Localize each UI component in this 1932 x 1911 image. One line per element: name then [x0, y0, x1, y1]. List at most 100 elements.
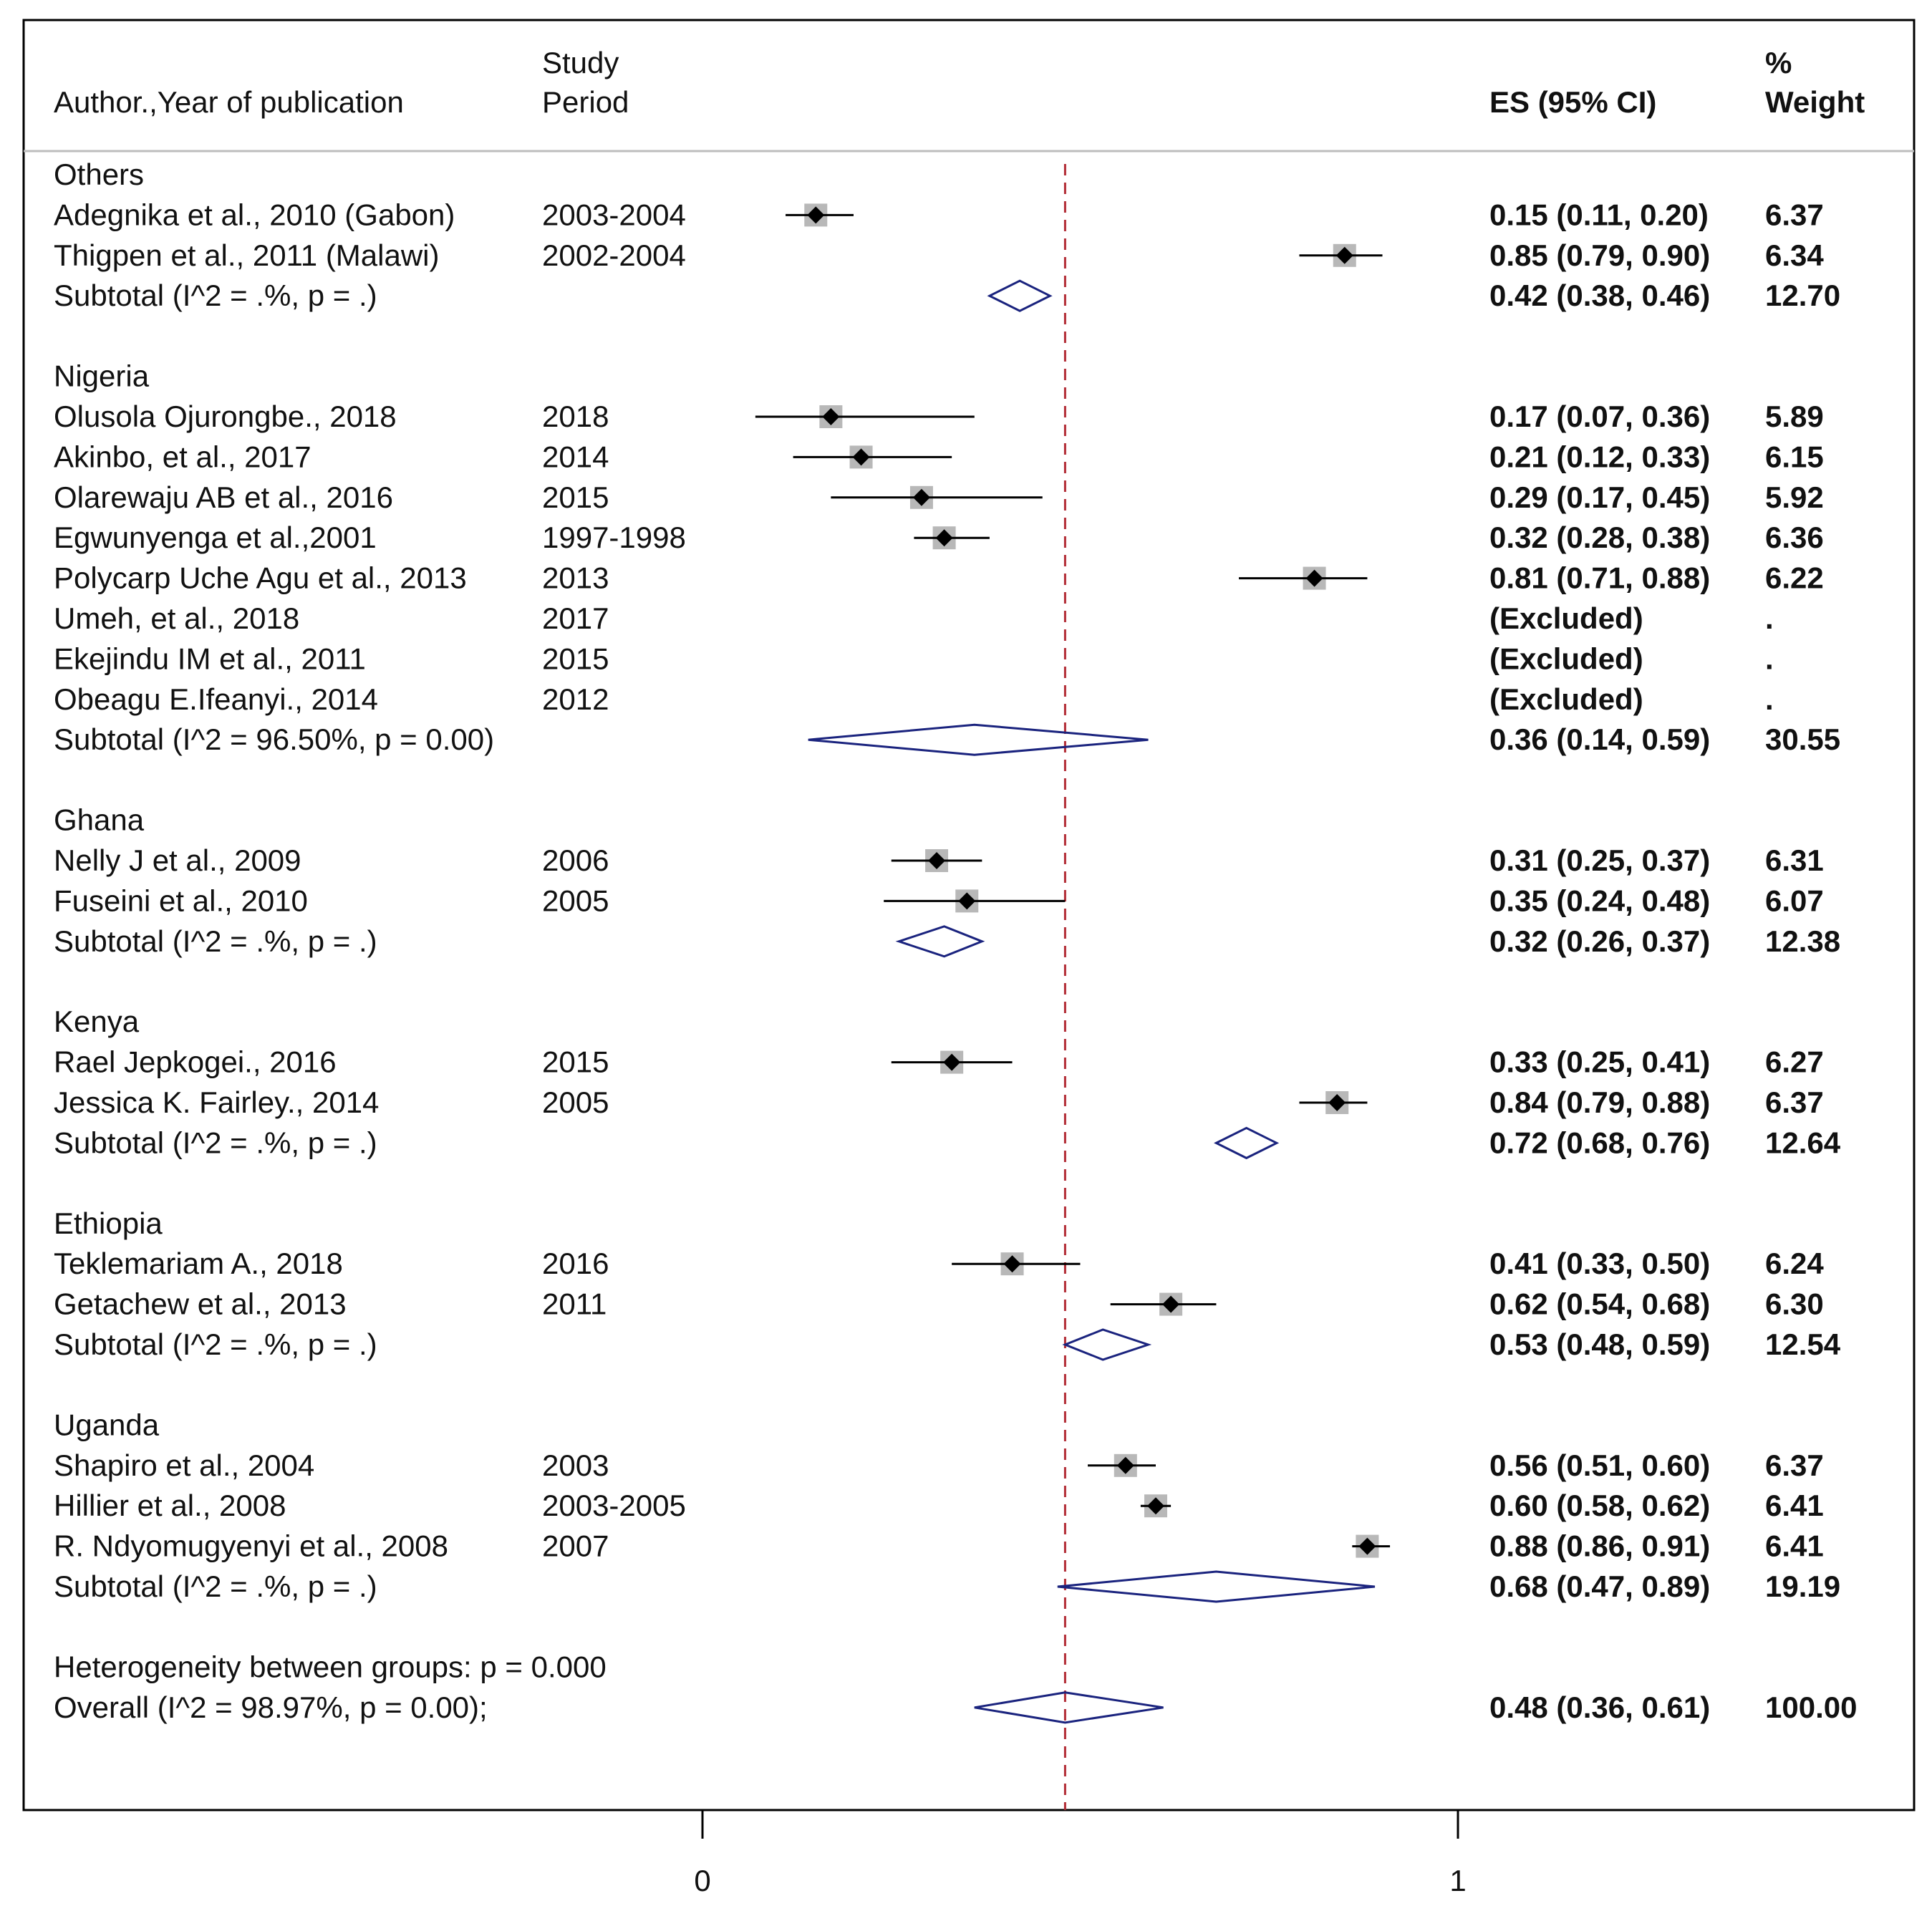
study-period: 2015	[542, 480, 609, 514]
study-author: Adegnika et al., 2010 (Gabon)	[54, 198, 455, 231]
subtotal-label: Subtotal (I^2 = .%, p = .)	[54, 1327, 377, 1361]
subtotal-label: Subtotal (I^2 = .%, p = .)	[54, 1569, 377, 1603]
study-weight: .	[1765, 682, 1774, 716]
study-es: 0.32 (0.28, 0.38)	[1489, 521, 1710, 554]
study-es: 0.56 (0.51, 0.60)	[1489, 1448, 1710, 1482]
study-author: Olusola Ojurongbe., 2018	[54, 400, 397, 433]
study-period: 2003	[542, 1448, 609, 1482]
study-period: 2014	[542, 440, 609, 473]
study-weight: .	[1765, 642, 1774, 675]
point-estimate	[1162, 1295, 1180, 1313]
study-author: Egwunyenga et al.,2001	[54, 521, 377, 554]
study-es: 0.88 (0.86, 0.91)	[1489, 1529, 1710, 1563]
point-estimate	[822, 408, 840, 425]
subtotal-es: 0.68 (0.47, 0.89)	[1489, 1569, 1710, 1603]
study-period: 2005	[542, 1085, 609, 1119]
study-author: Nelly J et al., 2009	[54, 843, 301, 877]
point-estimate	[1305, 569, 1323, 587]
study-es: 0.41 (0.33, 0.50)	[1489, 1247, 1710, 1280]
study-period: 2015	[542, 1045, 609, 1079]
subtotal-label: Subtotal (I^2 = .%, p = .)	[54, 279, 377, 312]
study-author: Thigpen et al., 2011 (Malawi)	[54, 238, 440, 272]
study-author: Akinbo, et al., 2017	[54, 440, 311, 473]
study-period: 2016	[542, 1247, 609, 1280]
subtotal-label: Subtotal (I^2 = .%, p = .)	[54, 924, 377, 958]
subtotal-weight: 12.70	[1765, 279, 1840, 312]
header-period: Period	[542, 85, 629, 119]
study-es: 0.21 (0.12, 0.33)	[1489, 440, 1710, 473]
subtotal-diamond	[1057, 1570, 1376, 1603]
point-estimate	[958, 892, 976, 910]
study-es: 0.29 (0.17, 0.45)	[1489, 480, 1710, 514]
study-period: 2017	[542, 601, 609, 635]
study-period: 2006	[542, 843, 609, 877]
group-title: Ghana	[54, 803, 145, 837]
study-author: Jessica K. Fairley., 2014	[54, 1085, 379, 1119]
overall-label: Overall (I^2 = 98.97%, p = 0.00);	[54, 1690, 488, 1724]
point-estimate	[1336, 246, 1353, 264]
study-weight: 5.92	[1765, 480, 1824, 514]
study-weight: 6.30	[1765, 1287, 1824, 1321]
point-estimate	[935, 529, 953, 547]
study-es: 0.35 (0.24, 0.48)	[1489, 884, 1710, 917]
study-es: (Excluded)	[1489, 682, 1643, 716]
study-author: Hillier et al., 2008	[54, 1489, 286, 1522]
heterogeneity-text: Heterogeneity between groups: p = 0.000	[54, 1650, 607, 1683]
overall-weight: 100.00	[1765, 1690, 1857, 1724]
header-es: ES (95% CI)	[1489, 85, 1656, 119]
point-estimate	[943, 1053, 961, 1071]
study-weight: 6.37	[1765, 1448, 1824, 1482]
subtotal-weight: 19.19	[1765, 1569, 1840, 1603]
study-es: (Excluded)	[1489, 642, 1643, 675]
point-estimate	[912, 488, 930, 506]
study-weight: 6.31	[1765, 843, 1824, 877]
subtotal-diamond	[1062, 1328, 1152, 1361]
study-es: 0.85 (0.79, 0.90)	[1489, 238, 1710, 272]
study-es: 0.60 (0.58, 0.62)	[1489, 1489, 1710, 1522]
study-period: 2011	[542, 1287, 607, 1321]
study-period: 2002-2004	[542, 238, 686, 272]
study-period: 2013	[542, 561, 609, 595]
study-period: 2003-2004	[542, 198, 686, 231]
subtotal-es: 0.36 (0.14, 0.59)	[1489, 722, 1710, 756]
study-es: 0.62 (0.54, 0.68)	[1489, 1287, 1710, 1321]
study-author: Ekejindu IM et al., 2011	[54, 642, 366, 675]
study-author: Shapiro et al., 2004	[54, 1448, 314, 1482]
subtotal-weight: 12.64	[1765, 1126, 1841, 1159]
subtotal-diamond	[1214, 1126, 1280, 1160]
header-study: Study	[542, 46, 619, 79]
header-weight: Weight	[1765, 85, 1865, 119]
study-author: Umeh, et al., 2018	[54, 601, 299, 635]
study-weight: 6.41	[1765, 1529, 1824, 1563]
point-estimate	[1116, 1456, 1134, 1474]
study-period: 2015	[542, 642, 609, 675]
group-title: Ethiopia	[54, 1206, 163, 1240]
study-es: 0.31 (0.25, 0.37)	[1489, 843, 1710, 877]
study-weight: 6.24	[1765, 1247, 1824, 1280]
group-title: Nigeria	[54, 359, 150, 393]
point-estimate	[852, 448, 870, 466]
subtotal-diamond	[808, 723, 1149, 756]
study-weight: 6.22	[1765, 561, 1824, 595]
subtotal-es: 0.32 (0.26, 0.37)	[1489, 924, 1710, 958]
overall-diamond	[974, 1691, 1164, 1724]
study-author: Teklemariam A., 2018	[54, 1247, 343, 1280]
subtotal-label: Subtotal (I^2 = 96.50%, p = 0.00)	[54, 722, 494, 756]
study-es: 0.17 (0.07, 0.36)	[1489, 400, 1710, 433]
overall-es: 0.48 (0.36, 0.61)	[1489, 1690, 1710, 1724]
study-weight: 6.36	[1765, 521, 1824, 554]
point-estimate	[1003, 1255, 1021, 1273]
study-author: Getachew et al., 2013	[54, 1287, 347, 1321]
study-author: Olarewaju AB et al., 2016	[54, 480, 393, 514]
point-estimate	[1147, 1497, 1164, 1515]
group-title: Kenya	[54, 1005, 140, 1038]
study-period: 2018	[542, 400, 609, 433]
study-es: (Excluded)	[1489, 601, 1643, 635]
study-es: 0.84 (0.79, 0.88)	[1489, 1085, 1710, 1119]
header-percent: %	[1765, 46, 1792, 79]
study-author: Fuseini et al., 2010	[54, 884, 308, 917]
subtotal-diamond	[987, 279, 1053, 312]
subtotal-es: 0.42 (0.38, 0.46)	[1489, 279, 1710, 312]
study-weight: 6.37	[1765, 198, 1824, 231]
